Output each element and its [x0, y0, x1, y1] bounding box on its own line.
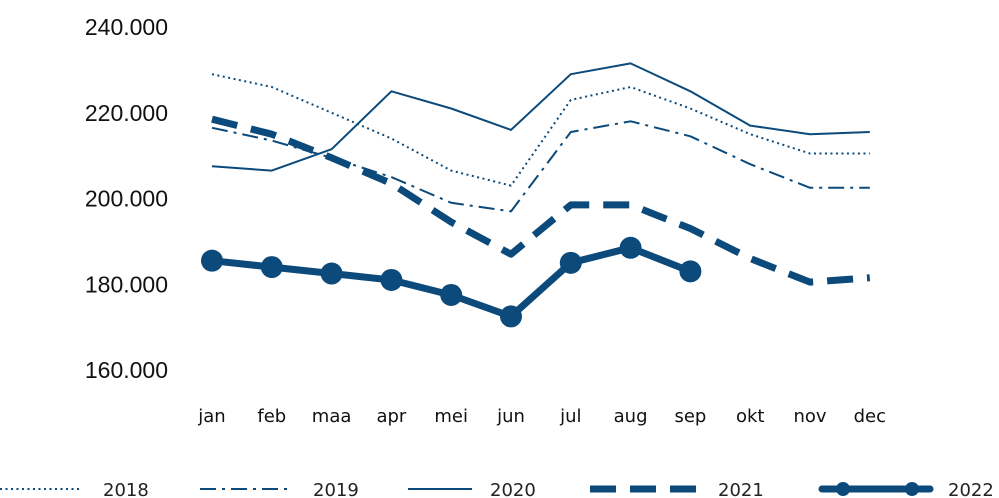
y-tick-label: 220.000 [85, 100, 168, 126]
data-point [619, 236, 642, 259]
x-tick-label: okt [736, 406, 765, 427]
series-2020 [211, 62, 870, 172]
x-tick-label: apr [376, 406, 406, 427]
y-tick-label: 200.000 [85, 186, 168, 212]
legend-marker [905, 482, 919, 496]
series-line-2018 [211, 73, 870, 187]
x-axis: jan feb maa apr mei jun jul aug sep okt nov dec [197, 406, 886, 427]
x-tick-label: maa [312, 406, 352, 427]
y-tick-label: 160.000 [85, 357, 168, 383]
series-line-2021 [211, 115, 871, 286]
data-point [260, 256, 283, 279]
legend-item-2021: 2021 [590, 480, 764, 498]
legend-label: 2020 [490, 480, 536, 498]
legend-item-2018: 2018 [0, 480, 149, 498]
legend-label: 2018 [103, 480, 149, 498]
series-2018 [211, 73, 870, 187]
series-line-2020 [211, 62, 870, 172]
y-tick-label: 180.000 [85, 271, 168, 297]
legend-marker [836, 482, 850, 496]
legend-label: 2022 [948, 480, 994, 498]
x-tick-label: aug [614, 406, 648, 427]
x-tick-label: mei [434, 406, 468, 427]
x-tick-label: feb [257, 406, 286, 427]
data-point [500, 305, 522, 328]
y-tick-label: 240.000 [85, 14, 168, 40]
legend: 2018 2019 2020 2021 2022 [0, 480, 994, 498]
series-line-2022 [208, 244, 694, 320]
legend-item-2019: 2019 [200, 480, 359, 498]
data-point [320, 262, 343, 285]
series-line-2019 [211, 120, 870, 213]
x-tick-label: jul [559, 406, 581, 427]
legend-item-2020: 2020 [408, 480, 536, 498]
series-2019 [211, 120, 870, 213]
data-point [201, 249, 223, 272]
series-2022 [201, 236, 702, 328]
data-point [559, 251, 582, 274]
y-axis: 160.000 180.000 200.000 220.000 240.000 [85, 14, 168, 383]
data-point [679, 260, 702, 283]
x-tick-label: nov [793, 406, 826, 427]
x-tick-label: jan [197, 406, 225, 427]
data-point [380, 268, 403, 291]
series-2021 [211, 115, 871, 286]
x-tick-label: jun [496, 406, 525, 427]
x-tick-label: sep [674, 406, 706, 427]
data-point [440, 283, 463, 306]
legend-item-2022: 2022 [818, 480, 994, 498]
series-layer [201, 62, 871, 328]
x-tick-label: dec [854, 406, 886, 427]
legend-label: 2021 [718, 480, 764, 498]
legend-label: 2019 [313, 480, 359, 498]
